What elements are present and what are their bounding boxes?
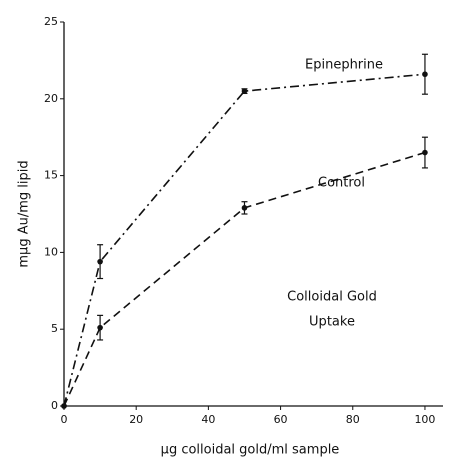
point [241, 205, 248, 211]
annotation: Colloidal Gold [287, 290, 377, 305]
x-tick-label: 0 [61, 413, 68, 426]
series-label: Epinephrine [305, 58, 383, 73]
annotation: Uptake [309, 315, 355, 330]
y-tick-label: 15 [44, 169, 58, 182]
series-line [63, 73, 426, 407]
y-tick-label: 10 [44, 245, 58, 258]
y-tick-label: 20 [44, 92, 58, 105]
x-axis-label: μg colloidal gold/ml sample [161, 443, 340, 458]
point [422, 71, 428, 78]
x-tick-label: 60 [274, 413, 288, 426]
series-label: Control [318, 176, 365, 191]
point [97, 324, 103, 331]
x-tick-label: 40 [201, 413, 215, 426]
point [61, 403, 67, 409]
x-tick-label: 100 [414, 413, 435, 426]
y-tick-label: 0 [51, 399, 58, 412]
y-tick-label: 5 [51, 322, 58, 335]
y-axis-label: mμg Au/mg lipid [17, 160, 32, 267]
series-line [63, 151, 426, 407]
point [97, 258, 103, 265]
point [241, 88, 248, 94]
x-tick-label: 80 [346, 413, 360, 426]
x-tick-label: 20 [129, 413, 143, 426]
point [422, 149, 428, 156]
y-tick-label: 25 [44, 15, 58, 28]
